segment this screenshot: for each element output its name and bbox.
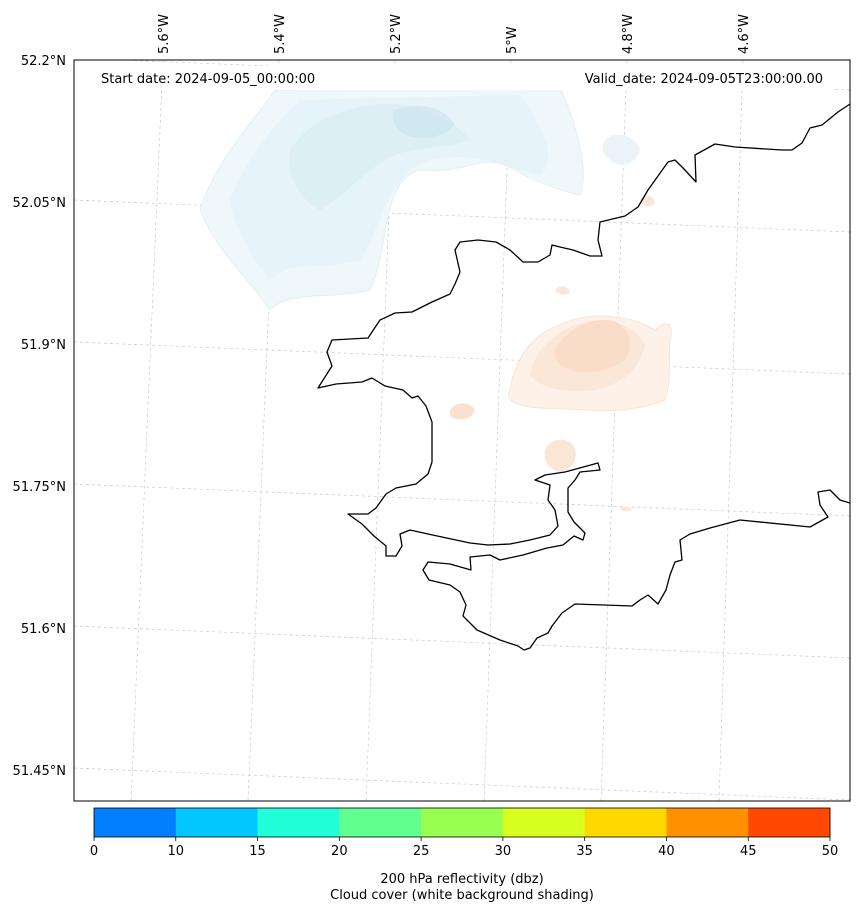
colorbar-tick-label: 40 bbox=[658, 844, 675, 859]
colorbar-tick-label: 10 bbox=[168, 844, 185, 859]
lat-label: 52.05°N bbox=[13, 196, 66, 211]
colorbar-swatch bbox=[748, 808, 831, 837]
lat-label: 51.9°N bbox=[21, 338, 66, 353]
coastline bbox=[317, 103, 850, 651]
colorbar-tick-label: 15 bbox=[249, 844, 266, 859]
cloud-cover-shading bbox=[199, 87, 640, 311]
valid-date-label: Valid_date: 2024-09-05T23:00:00.00 bbox=[585, 72, 823, 87]
colorbar-subtitle: Cloud cover (white background shading) bbox=[330, 888, 594, 903]
colorbar-tick-label: 45 bbox=[740, 844, 757, 859]
map-frame bbox=[73, 59, 851, 802]
colorbar-tick-label: 30 bbox=[495, 844, 512, 859]
colorbar: 0 10 15 20 25 30 35 40 45 50 bbox=[90, 807, 838, 859]
lon-labels: 5.6°W 5.4°W 5.2°W 5°W 4.8°W 4.6°W bbox=[157, 14, 752, 54]
lon-label: 4.8°W bbox=[621, 14, 636, 54]
lat-label: 51.45°N bbox=[13, 764, 66, 779]
lon-label: 5°W bbox=[505, 26, 520, 54]
colorbar-swatch bbox=[666, 808, 749, 837]
lon-label: 5.6°W bbox=[157, 14, 172, 54]
colorbar-tick-label: 25 bbox=[413, 844, 430, 859]
lon-gridlines bbox=[130, 60, 744, 801]
colorbar-swatch bbox=[502, 808, 586, 837]
colorbar-tick-label: 0 bbox=[90, 844, 98, 859]
colorbar-swatch bbox=[257, 808, 340, 837]
colorbar-swatch bbox=[175, 808, 259, 837]
colorbar-swatch bbox=[584, 808, 667, 837]
lon-label: 4.6°W bbox=[737, 14, 752, 54]
colorbar-outline bbox=[93, 807, 831, 838]
date-header-box bbox=[88, 66, 835, 90]
lon-label: 5.2°W bbox=[389, 14, 404, 54]
colorbar-swatch bbox=[94, 808, 177, 837]
lon-label: 5.4°W bbox=[273, 14, 288, 54]
lat-label: 51.6°N bbox=[21, 622, 66, 637]
lat-label: 52.2°N bbox=[21, 54, 66, 69]
colorbar-title: 200 hPa reflectivity (dbz) bbox=[380, 872, 544, 887]
colorbar-tick-label: 35 bbox=[576, 844, 593, 859]
colorbar-swatch bbox=[421, 808, 504, 837]
colorbar-ticks: 0 10 15 20 25 30 35 40 45 50 bbox=[90, 837, 838, 859]
reflectivity-shading bbox=[450, 195, 672, 512]
colorbar-tick-label: 50 bbox=[822, 844, 839, 859]
map-background bbox=[74, 60, 850, 801]
start-date-label: Start date: 2024-09-05_00:00:00 bbox=[101, 72, 315, 87]
colorbar-swatches bbox=[94, 808, 831, 837]
colorbar-tick-label: 20 bbox=[331, 844, 348, 859]
colorbar-swatch bbox=[339, 808, 422, 837]
lat-label: 51.75°N bbox=[13, 480, 66, 495]
lat-labels: 52.2°N 52.05°N 51.9°N 51.75°N 51.6°N 51.… bbox=[13, 54, 66, 779]
